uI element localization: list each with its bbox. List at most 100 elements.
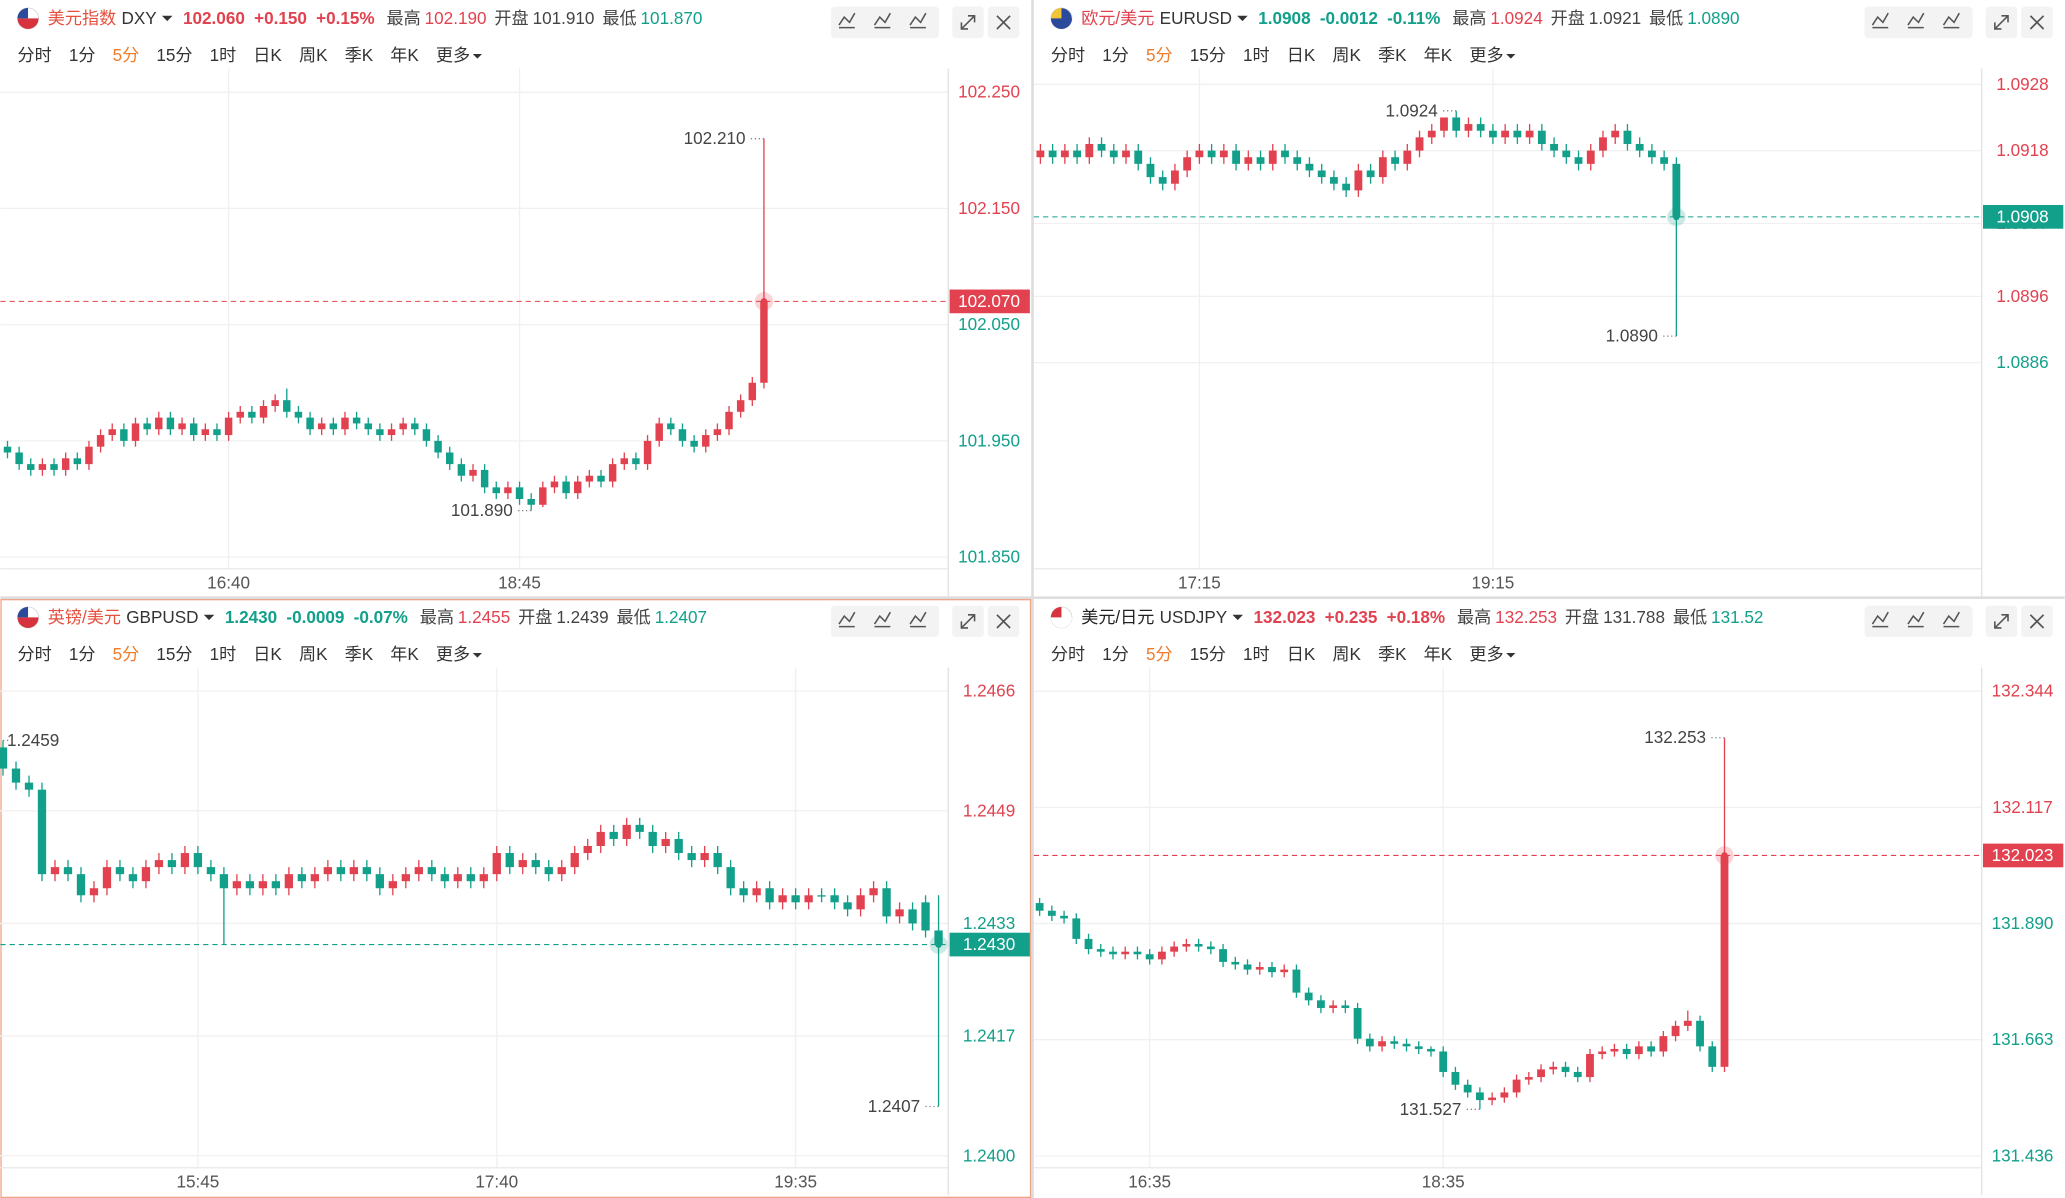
candle-body	[1451, 1071, 1460, 1085]
candle-body	[622, 824, 631, 839]
timeframe-tab[interactable]: 周K	[1332, 46, 1361, 65]
timeframe-tab[interactable]: 周K	[299, 46, 328, 65]
expand-icon[interactable]	[1994, 15, 2009, 30]
timeframe-tab[interactable]: 季K	[1378, 46, 1407, 65]
toolbar-icon[interactable]	[838, 12, 856, 29]
candle-body	[1182, 944, 1191, 947]
flag	[17, 18, 39, 29]
timeframe-tab[interactable]: 年K	[390, 46, 419, 65]
timeframe-tab[interactable]: 1分	[69, 46, 96, 65]
candle-body	[609, 831, 618, 839]
timeframe-tab[interactable]: 分时	[17, 46, 51, 65]
y-tick-label: 101.950	[958, 431, 1020, 450]
timeframe-tab[interactable]: 更多	[1469, 46, 1503, 65]
timeframe-tab[interactable]: 年K	[1424, 645, 1453, 664]
candle-body	[440, 874, 449, 882]
flag	[1050, 18, 1072, 29]
timeframe-tab[interactable]: 日K	[253, 46, 282, 65]
symbol-caret[interactable]	[1237, 15, 1248, 22]
candle-body	[713, 853, 722, 868]
timeframe-tab[interactable]: 季K	[345, 46, 374, 65]
candle-body	[27, 464, 35, 470]
timeframe-tab[interactable]: 1分	[69, 645, 96, 664]
toolbar-icon[interactable]	[838, 611, 856, 628]
toolbar-icon[interactable]	[909, 611, 927, 628]
tabs-caret[interactable]	[1506, 652, 1516, 658]
candle-body	[232, 881, 242, 889]
timeframe-tab[interactable]: 15分	[1190, 46, 1226, 65]
timeframe-tab[interactable]: 分时	[1051, 46, 1085, 65]
timeframe-tab[interactable]: 1时	[210, 46, 237, 65]
candle-body	[213, 429, 221, 436]
timeframe-tab[interactable]: 季K	[345, 645, 374, 664]
close-icon[interactable]	[2029, 15, 2045, 30]
timeframe-tab[interactable]: 15分	[156, 645, 192, 664]
timeframe-tab[interactable]: 1分	[1102, 46, 1129, 65]
instrument-name: 美元/日元	[1081, 608, 1154, 627]
toolbar-icon[interactable]	[1942, 611, 1960, 628]
timeframe-tab[interactable]: 周K	[1332, 645, 1361, 664]
toolbar-icon[interactable]	[1907, 12, 1925, 29]
symbol-caret[interactable]	[203, 614, 215, 621]
timeframe-tab[interactable]: 更多	[436, 46, 470, 65]
candle-body	[434, 440, 442, 453]
toolbar-icon[interactable]	[1871, 12, 1889, 29]
toolbar-icon[interactable]	[1942, 12, 1960, 29]
candle-body	[1475, 1092, 1484, 1101]
expand-icon[interactable]	[960, 614, 976, 629]
price-tag-box	[1983, 843, 2064, 868]
candle-body	[1048, 150, 1057, 158]
timeframe-tab[interactable]: 1分	[1102, 645, 1129, 664]
toolbar-icon[interactable]	[909, 12, 927, 29]
symbol-caret[interactable]	[161, 15, 173, 22]
timeframe-tab[interactable]: 年K	[1424, 46, 1453, 65]
timeframe-tab[interactable]: 15分	[1190, 645, 1226, 664]
timeframe-tab[interactable]: 更多	[1469, 645, 1503, 664]
timeframe-tab[interactable]: 5分	[1146, 645, 1173, 664]
candle-body	[882, 888, 891, 917]
expand-icon[interactable]	[960, 15, 976, 30]
timeframe-tab[interactable]: 5分	[113, 46, 140, 65]
toolbar-icon[interactable]	[1907, 611, 1925, 628]
candle-body	[180, 853, 190, 868]
expand-icon[interactable]	[1994, 614, 2009, 629]
timeframe-tab[interactable]: 日K	[1287, 645, 1316, 664]
timeframe-tab[interactable]: 周K	[299, 645, 328, 664]
close-icon[interactable]	[996, 614, 1011, 629]
timeframe-tab[interactable]: 季K	[1378, 645, 1407, 664]
timeframe-tab[interactable]: 1时	[210, 645, 237, 664]
timeframe-tab[interactable]: 5分	[113, 645, 140, 664]
candle-body	[445, 452, 454, 465]
candle-body	[1402, 1043, 1411, 1047]
timeframe-tab[interactable]: 分时	[17, 645, 51, 664]
candle-body	[700, 853, 709, 861]
price-change: +0.235	[1325, 608, 1378, 627]
timeframe-tab[interactable]: 更多	[436, 645, 470, 664]
timeframe-tab[interactable]: 5分	[1146, 46, 1173, 65]
timeframe-tab[interactable]: 1时	[1243, 645, 1270, 664]
toolbar-icon[interactable]	[873, 12, 892, 29]
tabs-caret[interactable]	[1506, 53, 1516, 59]
tabs-caret[interactable]	[472, 53, 482, 59]
candle-body	[1366, 170, 1375, 178]
close-icon[interactable]	[2029, 614, 2045, 629]
timeframe-tab[interactable]: 1时	[1243, 46, 1270, 65]
timeframe-tab[interactable]: 15分	[156, 46, 192, 65]
timeframe-tab[interactable]: 日K	[253, 645, 282, 664]
tabs-caret[interactable]	[472, 652, 482, 658]
close-icon[interactable]	[996, 15, 1011, 30]
candle-body	[518, 860, 527, 868]
candle-body	[376, 429, 384, 436]
toolbar-icon[interactable]	[873, 611, 892, 628]
symbol-caret[interactable]	[1232, 614, 1243, 621]
candle-body	[1598, 1051, 1607, 1055]
candle-body	[1109, 951, 1117, 955]
candle-body	[736, 400, 745, 412]
timeframe-tab[interactable]: 年K	[390, 645, 419, 664]
toolbar-icon[interactable]	[1871, 611, 1889, 628]
candle-body	[1157, 951, 1166, 960]
candle-body	[1244, 157, 1253, 164]
timeframe-tab[interactable]: 日K	[1287, 46, 1316, 65]
timeframe-tab[interactable]: 分时	[1051, 645, 1085, 664]
candle-body	[1500, 1092, 1509, 1098]
